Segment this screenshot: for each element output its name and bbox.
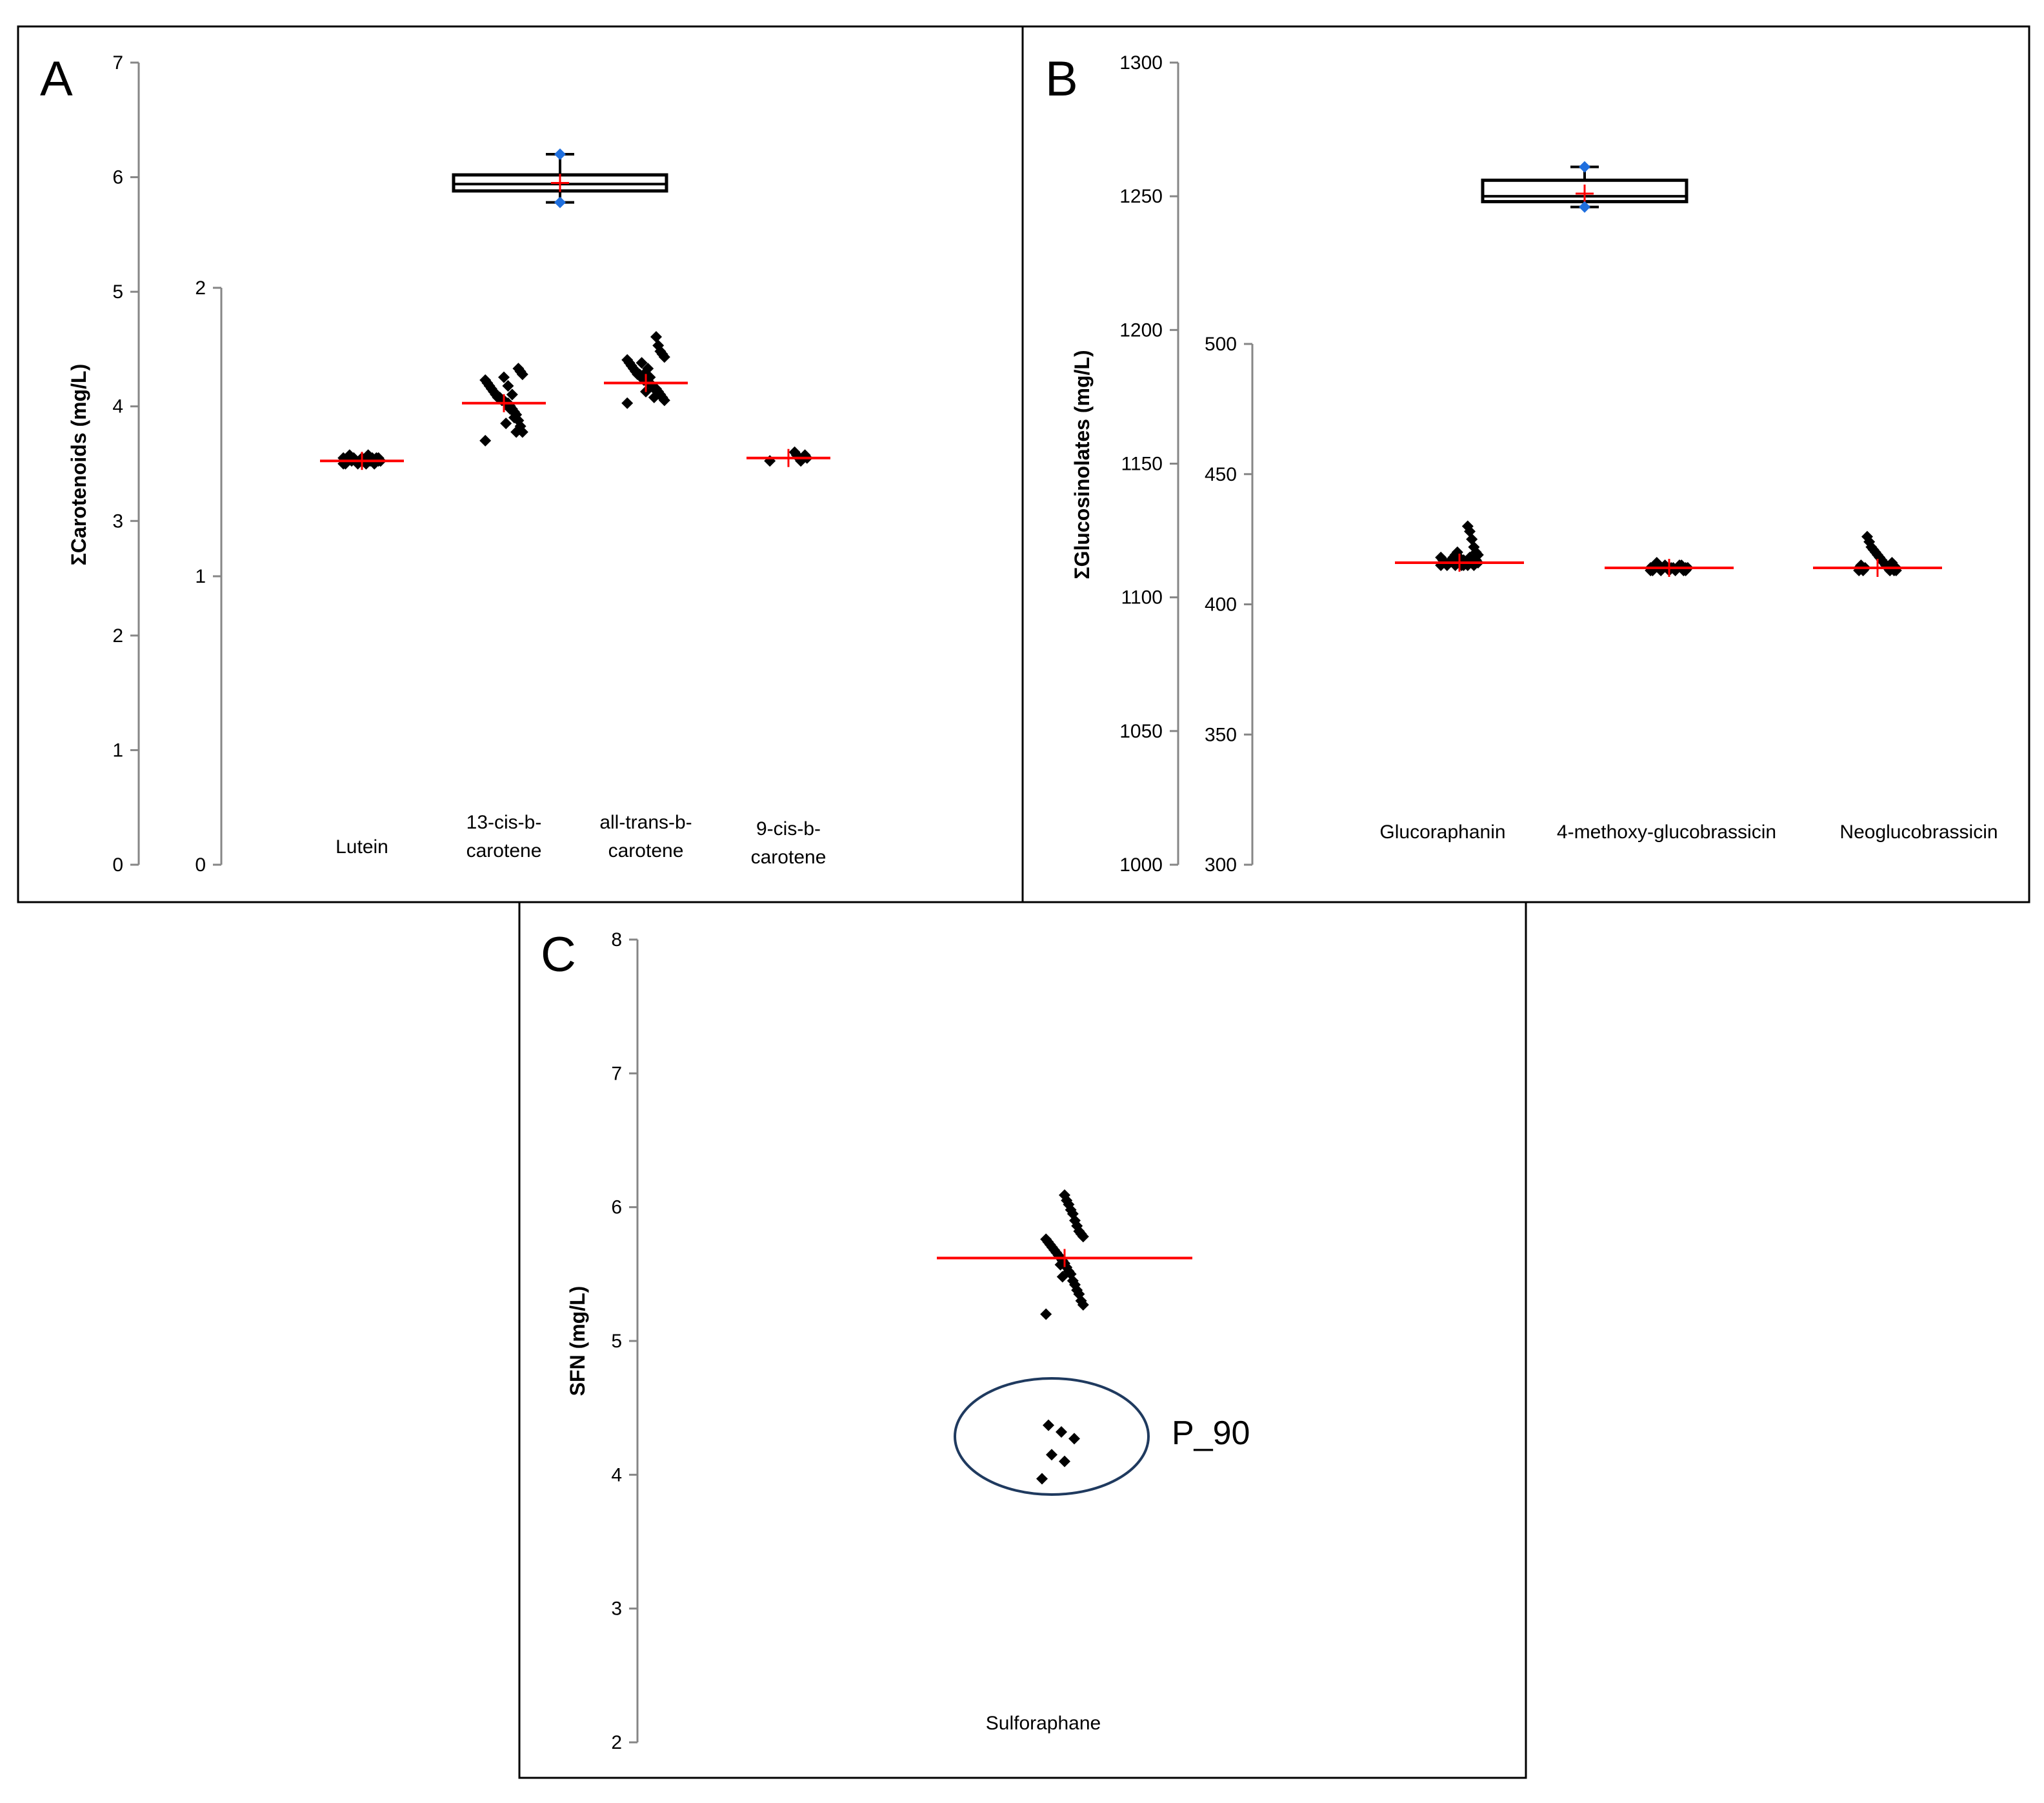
panel-a-left-axis-tick-label: 2 [112, 625, 123, 647]
panel-a-category-label: all-trans-b- [599, 812, 692, 833]
panel-c-outlier-point [1056, 1425, 1067, 1438]
panel-b-left-axis-tick-label: 1250 [1119, 186, 1163, 207]
panel-b-letter: B [1045, 52, 1078, 106]
panel-b-left-axis-tick-label: 1050 [1119, 721, 1163, 742]
panel-a-inner-axis-tick-label: 0 [195, 854, 206, 876]
panel-c-series-1-point [1059, 1189, 1070, 1202]
panel-c-letter: C [541, 927, 576, 982]
panel-a-summary-max-point [554, 148, 566, 161]
panel-a-inner-axis-tick-label: 1 [195, 566, 206, 587]
panel-a-series-2-point [506, 388, 518, 401]
panel-a-category-label: carotene [608, 840, 684, 861]
panel-b-inner-axis-tick-label: 300 [1205, 854, 1237, 876]
panel-a-series-2-point [510, 426, 523, 438]
panel-c-category-label: Sulforaphane [986, 1713, 1101, 1734]
panel-c-left-axis-tick-label: 6 [611, 1197, 622, 1218]
panel-c-series-1-point [1040, 1308, 1052, 1320]
panel-b-category-label: Neoglucobrassicin [1839, 821, 1998, 843]
panel-a-category-label: carotene [466, 840, 542, 861]
panel-c-y-axis-title: SFN (mg/L) [566, 1286, 589, 1396]
panel-b-inner-axis-tick-label: 500 [1205, 334, 1237, 355]
panel-a-series-2-point [500, 418, 512, 430]
panel-b-series-1-point [1461, 520, 1474, 532]
panel-c-series-1-point [1040, 1233, 1052, 1245]
panel-a-series-2-point [479, 374, 492, 387]
panel-a-category-label: carotene [751, 847, 827, 868]
panel-a-letter: A [40, 52, 73, 106]
panel-a-left-axis-tick-label: 6 [112, 167, 123, 188]
outlier-ellipse [954, 1377, 1150, 1496]
panel-b-category-label: 4-methoxy-glucobrassicin [1557, 821, 1776, 843]
panel-b-left-axis-tick-label: 1150 [1121, 454, 1163, 475]
panel-a-series-3-point [650, 330, 662, 343]
panel-b-summary-max-point [1579, 161, 1590, 173]
panel-a-series-2-point [498, 371, 510, 383]
panel-c-series-1-point [1054, 1258, 1067, 1271]
panel-c-outlier-point [1046, 1449, 1057, 1461]
panel-a-category-label: 13-cis-b- [466, 812, 542, 833]
panel-c-series-1-point [1056, 1271, 1068, 1283]
panel-b-left-axis-tick-label: 1100 [1121, 587, 1163, 609]
panel-c-frame [518, 901, 1527, 1779]
panel-b-summary-min-point [1579, 201, 1590, 213]
panel-c-outlier-point [1036, 1473, 1048, 1485]
panel-a-left-axis-tick-label: 7 [112, 52, 123, 74]
panel-a-category-label: 9-cis-b- [756, 818, 821, 840]
panel-c-left-axis-tick-label: 3 [611, 1598, 622, 1620]
panel-a-series-3-point [621, 354, 634, 366]
panel-a-series-3-point [652, 339, 665, 352]
panel-b-left-axis-tick-label: 1000 [1119, 854, 1163, 876]
panel-c-left-axis-tick-label: 8 [611, 929, 622, 951]
panel-b-left-axis-tick-label: 1300 [1119, 52, 1163, 74]
panel-a-series-3-point [621, 397, 634, 409]
panel-a-series-2-point [504, 403, 516, 415]
panel-a-left-axis-tick-label: 4 [112, 396, 123, 418]
panel-a-series-2-point [479, 434, 492, 447]
panel-b-inner-axis-tick-label: 350 [1205, 724, 1237, 745]
panel-b-category-label: Glucoraphanin [1379, 821, 1505, 843]
panel-a-series-3-point [648, 391, 660, 403]
panel-c-outlier-point [1043, 1419, 1054, 1431]
panel-b-y-axis-title: ΣGlucosinolates (mg/L) [1070, 350, 1094, 579]
panel-b-series-3-point [1861, 530, 1873, 543]
panel-a-series-3-point [636, 357, 648, 369]
panel-a-series-2-point [508, 412, 520, 424]
outlier-label: P_90 [1172, 1415, 1250, 1452]
panel-a-series-2-point [502, 379, 514, 392]
panel-a-left-axis-tick-label: 3 [112, 510, 123, 532]
panel-c-left-axis-tick-label: 7 [611, 1063, 622, 1084]
panel-b-left-axis-tick-label: 1200 [1119, 319, 1163, 341]
panel-a-summary-min-point [554, 196, 566, 208]
panel-a-left-axis-tick-label: 1 [112, 740, 123, 761]
panel-c-outlier-point [1059, 1455, 1070, 1467]
panel-a-frame [17, 25, 1024, 903]
panel-c-left-axis-tick-label: 4 [611, 1464, 622, 1486]
panel-a-left-axis-tick-label: 0 [112, 854, 123, 876]
panel-c-left-axis-tick-label: 5 [611, 1331, 622, 1352]
panel-b-inner-axis-tick-label: 400 [1205, 594, 1237, 616]
panel-a-y-axis-title: ΣCarotenoids (mg/L) [67, 364, 90, 566]
panel-a-series-2-point [512, 363, 525, 375]
panel-c-outlier-point [1068, 1433, 1080, 1445]
panel-b-series-1-point [1435, 551, 1447, 563]
panel-a-inner-axis-tick-label: 2 [195, 277, 206, 299]
panel-a-left-axis-tick-label: 5 [112, 281, 123, 303]
panel-b-inner-axis-tick-label: 450 [1205, 464, 1237, 485]
panel-a-category-label: Lutein [336, 836, 388, 858]
panel-a-series-4-point [788, 446, 801, 458]
panel-c-left-axis-tick-label: 2 [611, 1732, 622, 1753]
